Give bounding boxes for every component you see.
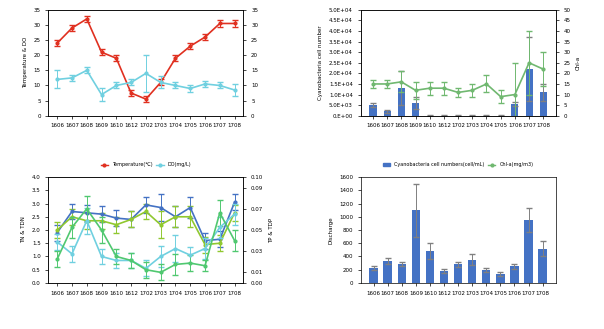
Bar — [426, 251, 434, 283]
Bar — [397, 265, 406, 283]
Bar — [454, 265, 462, 283]
Bar — [512, 104, 518, 116]
Bar — [538, 248, 547, 283]
Y-axis label: TP & TDP: TP & TDP — [269, 217, 274, 242]
Y-axis label: Cyanobacteria cell number: Cyanobacteria cell number — [318, 25, 324, 100]
Bar — [468, 260, 477, 283]
Y-axis label: Chl-a: Chl-a — [576, 56, 581, 70]
Bar — [525, 69, 533, 116]
Legend: Cyanobacteria cell numbers(cell/mL), Chl-a(mg/m3): Cyanobacteria cell numbers(cell/mL), Chl… — [381, 161, 535, 169]
Bar — [540, 92, 547, 116]
Y-axis label: Temperature & DO: Temperature & DO — [23, 37, 28, 89]
Bar — [412, 103, 419, 116]
Bar — [370, 268, 378, 283]
Bar — [370, 105, 376, 116]
Y-axis label: Discharge: Discharge — [329, 216, 333, 244]
Bar — [412, 210, 420, 283]
Bar — [524, 220, 533, 283]
Legend: ■ Discharge(㎥/s): ■ Discharge(㎥/s) — [430, 328, 486, 329]
Bar — [398, 88, 405, 116]
Bar — [384, 261, 392, 283]
Bar — [510, 266, 519, 283]
Bar — [482, 270, 490, 283]
Bar — [496, 274, 504, 283]
Bar — [384, 112, 391, 116]
Legend: Temperature(℃), DO(mg/L): Temperature(℃), DO(mg/L) — [98, 161, 193, 169]
Y-axis label: TN & TDN: TN & TDN — [21, 216, 27, 243]
Legend: TN(mg/L), TDN(mg/L), TP(mg/L), TDP(mg/L): TN(mg/L), TDN(mg/L), TP(mg/L), TDP(mg/L) — [72, 328, 219, 329]
Bar — [440, 271, 448, 283]
